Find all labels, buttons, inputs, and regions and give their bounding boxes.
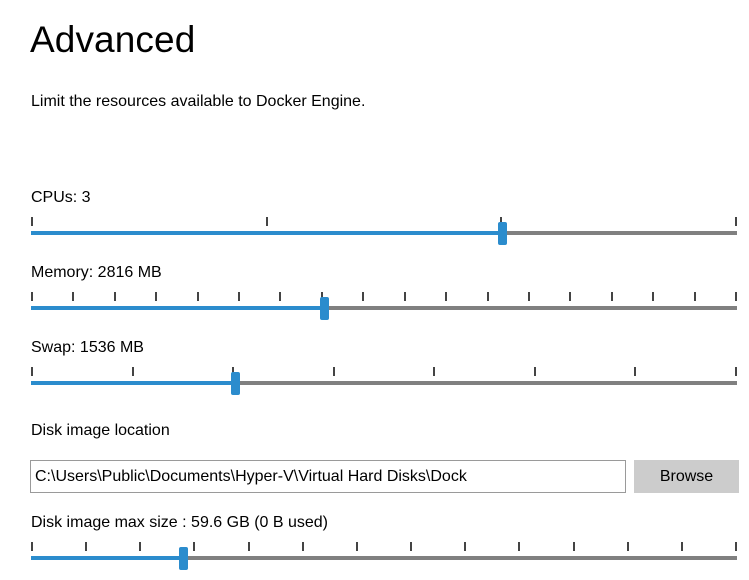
memory-slider-thumb[interactable] bbox=[319, 297, 329, 320]
slider-tick bbox=[265, 217, 268, 226]
slider-tick bbox=[533, 367, 536, 376]
slider-tick bbox=[232, 367, 235, 376]
cpus-slider[interactable] bbox=[31, 217, 739, 247]
slider-tick bbox=[735, 367, 737, 376]
slider-tick bbox=[31, 542, 33, 551]
slider-tick bbox=[652, 292, 655, 301]
slider-tick bbox=[610, 292, 613, 301]
slider-tick bbox=[572, 542, 575, 551]
cpus-slider-ticks bbox=[31, 217, 737, 226]
slider-tick bbox=[464, 542, 467, 551]
disk-size-slider-fill bbox=[31, 556, 184, 560]
browse-button[interactable]: Browse bbox=[634, 460, 739, 493]
disk-size-slider-track[interactable] bbox=[31, 556, 737, 560]
memory-slider-track[interactable] bbox=[31, 306, 737, 310]
page-description: Limit the resources available to Docker … bbox=[31, 93, 366, 110]
disk-image-location-label: Disk image location bbox=[31, 422, 170, 439]
slider-tick bbox=[518, 542, 521, 551]
slider-tick bbox=[31, 217, 33, 226]
slider-tick bbox=[693, 292, 696, 301]
cpus-slider-fill bbox=[31, 231, 502, 235]
slider-tick bbox=[247, 542, 250, 551]
swap-slider-block: Swap: 1536 MB bbox=[31, 338, 739, 397]
slider-tick bbox=[486, 292, 489, 301]
disk-image-location-input[interactable] bbox=[30, 460, 626, 493]
swap-slider-thumb[interactable] bbox=[231, 372, 241, 395]
disk-size-slider-ticks bbox=[31, 542, 737, 551]
disk-size-slider-block: Disk image max size : 59.6 GB (0 B used) bbox=[31, 513, 739, 572]
slider-tick bbox=[500, 217, 503, 226]
slider-tick bbox=[113, 292, 116, 301]
swap-slider-fill bbox=[31, 381, 236, 385]
swap-slider[interactable] bbox=[31, 367, 739, 397]
slider-tick bbox=[410, 542, 413, 551]
slider-tick bbox=[72, 292, 75, 301]
slider-tick bbox=[332, 367, 335, 376]
slider-tick bbox=[735, 217, 737, 226]
slider-tick bbox=[403, 292, 406, 301]
slider-tick bbox=[433, 367, 436, 376]
memory-label: Memory: 2816 MB bbox=[31, 264, 162, 281]
slider-tick bbox=[735, 542, 737, 551]
slider-tick bbox=[355, 542, 358, 551]
disk-size-slider[interactable] bbox=[31, 542, 739, 572]
memory-slider-fill bbox=[31, 306, 324, 310]
swap-slider-track[interactable] bbox=[31, 381, 737, 385]
slider-tick bbox=[680, 542, 683, 551]
memory-slider[interactable] bbox=[31, 292, 739, 322]
slider-tick bbox=[238, 292, 241, 301]
slider-tick bbox=[131, 367, 134, 376]
disk-size-label: Disk image max size : 59.6 GB (0 B used) bbox=[31, 514, 328, 531]
slider-tick bbox=[445, 292, 448, 301]
slider-tick bbox=[626, 542, 629, 551]
memory-slider-block: Memory: 2816 MB bbox=[31, 263, 739, 322]
slider-tick bbox=[320, 292, 323, 301]
slider-tick bbox=[279, 292, 282, 301]
swap-label: Swap: 1536 MB bbox=[31, 339, 144, 356]
slider-tick bbox=[155, 292, 158, 301]
slider-tick bbox=[139, 542, 142, 551]
cpus-slider-block: CPUs: 3 bbox=[31, 188, 739, 247]
memory-slider-ticks bbox=[31, 292, 737, 301]
cpus-slider-thumb[interactable] bbox=[497, 222, 507, 245]
slider-tick bbox=[569, 292, 572, 301]
slider-tick bbox=[196, 292, 199, 301]
swap-slider-ticks bbox=[31, 367, 737, 376]
slider-tick bbox=[634, 367, 637, 376]
disk-size-slider-thumb[interactable] bbox=[179, 547, 189, 570]
slider-tick bbox=[31, 367, 33, 376]
slider-tick bbox=[735, 292, 737, 301]
slider-tick bbox=[527, 292, 530, 301]
slider-tick bbox=[85, 542, 88, 551]
page-title: Advanced bbox=[30, 19, 196, 60]
cpus-label: CPUs: 3 bbox=[31, 189, 91, 206]
slider-tick bbox=[301, 542, 304, 551]
slider-tick bbox=[362, 292, 365, 301]
slider-tick bbox=[31, 292, 33, 301]
slider-tick bbox=[193, 542, 196, 551]
